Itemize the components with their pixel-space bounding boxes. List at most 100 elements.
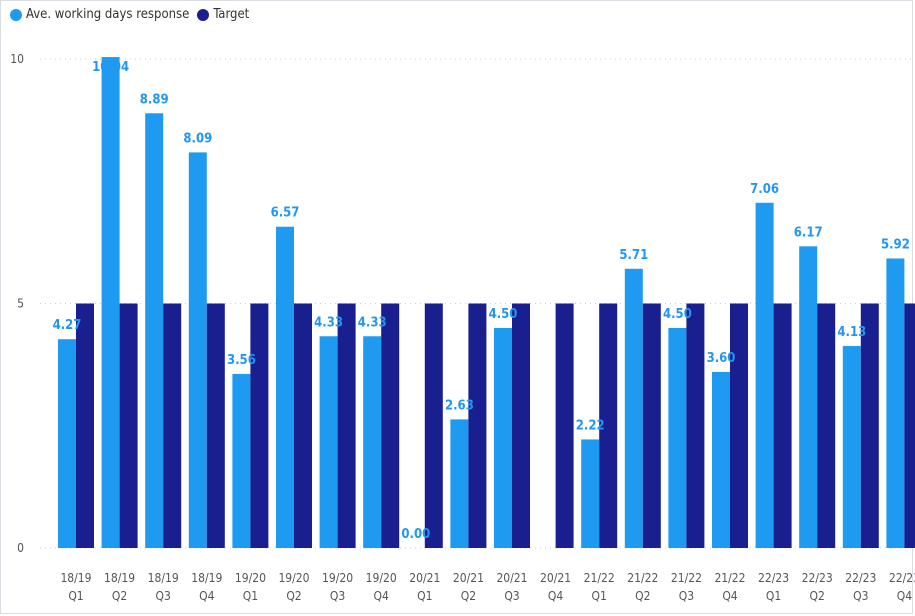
bar-target-9	[468, 303, 487, 548]
x-tick-sublabel-2: Q3	[156, 589, 171, 603]
bar-response-3	[188, 152, 207, 549]
data-label-0: 4.27	[53, 318, 82, 333]
bar-target-4	[250, 303, 269, 548]
bar-response-18	[842, 346, 861, 548]
x-tick-sublabel-3: Q4	[199, 589, 214, 603]
bar-target-14	[686, 303, 705, 548]
x-tick-sublabel-7: Q4	[374, 589, 389, 603]
x-tick-sublabel-8: Q1	[417, 589, 432, 603]
data-label-15: 3.60	[707, 351, 736, 366]
x-tick-sublabel-13: Q2	[635, 589, 650, 603]
bar-target-5	[294, 303, 312, 548]
x-tick-label-12: 21/22	[584, 571, 615, 585]
x-tick-label-4: 19/20	[235, 571, 266, 585]
data-label-14: 4.50	[663, 307, 692, 322]
x-tick-label-14: 21/22	[671, 571, 702, 585]
bar-target-0	[76, 303, 94, 548]
bar-response-13	[624, 268, 643, 548]
x-tick-label-9: 20/21	[453, 571, 484, 585]
x-tick-label-1: 18/19	[104, 571, 135, 585]
data-label-4: 3.56	[227, 353, 256, 368]
x-tick-sublabel-14: Q3	[679, 589, 694, 603]
x-tick-label-15: 21/22	[714, 571, 745, 585]
x-tick-sublabel-1: Q2	[112, 589, 127, 603]
x-tick-sublabel-10: Q3	[504, 589, 519, 603]
data-label-12: 2.22	[576, 418, 605, 433]
bar-response-9	[450, 419, 469, 548]
x-tick-label-11: 20/21	[540, 571, 571, 585]
x-tick-sublabel-4: Q1	[243, 589, 258, 603]
bar-response-1	[101, 57, 120, 548]
bar-target-3	[206, 303, 225, 548]
x-tick-sublabel-18: Q3	[853, 589, 868, 603]
x-tick-label-8: 20/21	[409, 571, 440, 585]
bar-response-16	[755, 202, 774, 549]
x-tick-sublabel-9: Q2	[461, 589, 476, 603]
bar-target-10	[512, 303, 530, 548]
bar-target-12	[599, 303, 618, 548]
data-label-13: 5.71	[619, 248, 648, 263]
data-label-16: 7.06	[750, 182, 779, 197]
y-tick-label-10: 10	[10, 52, 24, 66]
data-label-19: 5.92	[881, 238, 910, 253]
bar-response-19	[886, 258, 905, 548]
bar-target-17	[817, 303, 836, 548]
bar-target-15	[730, 303, 748, 548]
x-tick-sublabel-12: Q1	[592, 589, 607, 603]
y-tick-label-0: 0	[17, 541, 24, 555]
x-tick-label-18: 22/23	[845, 571, 876, 585]
legend-swatch-target	[197, 8, 210, 21]
bar-target-6	[337, 303, 356, 548]
bar-target-11	[555, 303, 574, 548]
data-label-5: 6.57	[271, 206, 300, 221]
data-label-10: 4.50	[489, 307, 518, 322]
bar-response-2	[145, 113, 164, 549]
bar-target-7	[381, 303, 400, 548]
bar-response-14	[668, 327, 687, 548]
x-tick-label-19: 22/23	[889, 571, 915, 585]
bar-response-4	[232, 373, 251, 548]
data-label-3: 8.09	[183, 131, 212, 146]
x-tick-label-2: 18/19	[148, 571, 179, 585]
data-label-2: 8.89	[140, 92, 169, 107]
x-tick-sublabel-17: Q2	[810, 589, 825, 603]
bar-target-16	[773, 303, 792, 548]
bar-response-6	[319, 336, 338, 548]
legend-swatch-response	[10, 8, 22, 21]
x-tick-label-17: 22/23	[802, 571, 833, 585]
data-label-18: 4.13	[837, 325, 866, 340]
bar-response-15	[712, 371, 730, 548]
data-label-7: 4.33	[358, 315, 387, 330]
bar-response-5	[276, 226, 294, 549]
x-tick-label-16: 22/23	[758, 571, 789, 585]
bar-target-19	[904, 303, 915, 548]
y-tick-label-5: 5	[17, 297, 24, 311]
data-label-8: 0.00	[401, 527, 430, 542]
legend-label-response: Ave. working days response	[26, 7, 190, 22]
x-tick-label-5: 19/20	[278, 571, 309, 585]
x-tick-label-6: 19/20	[322, 571, 353, 585]
bar-target-18	[860, 303, 879, 548]
bar-response-17	[799, 246, 818, 549]
bar-response-7	[363, 336, 382, 548]
legend-label-target: Target	[213, 7, 250, 22]
x-tick-label-7: 19/20	[366, 571, 397, 585]
x-tick-label-3: 18/19	[191, 571, 222, 585]
legend: Ave. working days response Target	[10, 7, 257, 22]
legend-item-response[interactable]: Ave. working days response	[10, 7, 189, 22]
x-tick-sublabel-11: Q4	[548, 589, 563, 603]
x-tick-sublabel-16: Q1	[766, 589, 781, 603]
data-label-17: 6.17	[794, 225, 823, 240]
x-tick-sublabel-0: Q1	[68, 589, 83, 603]
bar-response-10	[494, 327, 512, 548]
data-label-1: 10.04	[92, 60, 129, 75]
x-tick-sublabel-19: Q4	[897, 589, 912, 603]
bar-response-0	[58, 339, 76, 548]
x-tick-sublabel-5: Q2	[286, 589, 301, 603]
bar-target-13	[642, 303, 661, 548]
x-tick-label-0: 18/19	[60, 571, 91, 585]
x-tick-sublabel-15: Q4	[722, 589, 737, 603]
legend-item-target[interactable]: Target	[197, 7, 249, 22]
x-tick-sublabel-6: Q3	[330, 589, 345, 603]
